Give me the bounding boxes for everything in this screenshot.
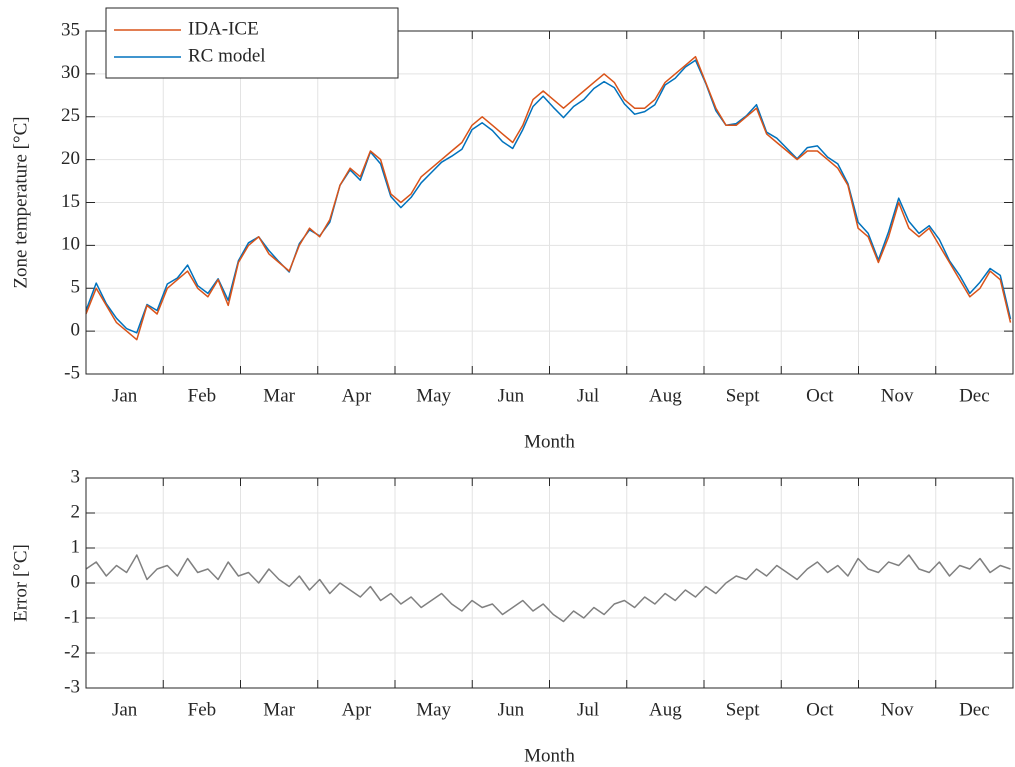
y-tick-label: 0 [71, 319, 81, 340]
y-tick-label: 5 [71, 277, 81, 298]
subplot: Jan Feb Mar Apr May Jun Jul Aug Sept Oct Nov Dec -3 -… [10, 466, 1014, 766]
y-tick-label: 3 [71, 466, 81, 487]
x-tick-label: Aug [649, 385, 682, 406]
x-tick-label: Dec [959, 385, 990, 406]
y-tick-label: -3 [64, 676, 80, 697]
x-tick-label: Feb [188, 385, 217, 406]
x-tick-label: Mar [263, 385, 295, 406]
x-tick-label: Oct [806, 385, 834, 406]
series-line [85, 59, 1012, 334]
x-tick-label: Sept [726, 699, 761, 720]
y-axis-label: Error [°C] [10, 544, 31, 622]
x-tick-label: Jan [112, 385, 138, 406]
x-axis-label: Month [524, 745, 575, 766]
subplot: Jan Feb Mar Apr May Jun Jul Aug Sept Oct Nov Dec -5 0… [10, 7, 1014, 452]
y-tick-label: -5 [64, 362, 80, 383]
x-tick-label: Aug [649, 699, 682, 720]
legend-label: RC model [188, 45, 266, 66]
x-tick-label: Apr [342, 699, 372, 720]
y-tick-label: 20 [61, 148, 80, 169]
x-tick-label: Feb [188, 699, 217, 720]
legend-box [105, 7, 399, 79]
axes-box [85, 30, 1014, 375]
x-tick-label: Jun [498, 385, 525, 406]
x-tick-label: Sept [726, 385, 761, 406]
x-tick-label: May [416, 699, 451, 720]
x-tick-label: Dec [959, 699, 990, 720]
y-tick-label: 25 [61, 105, 80, 126]
axes-box [85, 477, 1014, 689]
x-tick-label: Oct [806, 699, 834, 720]
y-tick-label: 15 [61, 191, 80, 212]
x-axis-label: Month [524, 431, 575, 452]
legend: IDA-ICE RC model [105, 7, 399, 79]
x-tick-label: Jul [577, 385, 599, 406]
y-tick-label: 0 [71, 571, 81, 592]
series-line [85, 554, 1011, 623]
y-tick-label: 35 [61, 19, 80, 40]
x-tick-label: Jul [577, 699, 599, 720]
x-tick-label: Mar [263, 699, 295, 720]
y-tick-label: -1 [64, 606, 80, 627]
x-tick-label: May [416, 385, 451, 406]
y-tick-label: 30 [61, 62, 80, 83]
y-tick-label: 2 [71, 501, 81, 522]
legend-label: IDA-ICE [188, 18, 259, 39]
y-axis-label: Zone temperature [°C] [10, 116, 31, 288]
series-line [85, 55, 1012, 341]
y-tick-label: 10 [61, 234, 80, 255]
x-tick-label: Jun [498, 699, 525, 720]
x-tick-label: Nov [881, 385, 914, 406]
x-tick-label: Apr [342, 385, 372, 406]
y-tick-label: 1 [71, 536, 81, 557]
y-tick-label: -2 [64, 641, 80, 662]
x-tick-label: Jan [112, 699, 138, 720]
x-tick-label: Nov [881, 699, 914, 720]
